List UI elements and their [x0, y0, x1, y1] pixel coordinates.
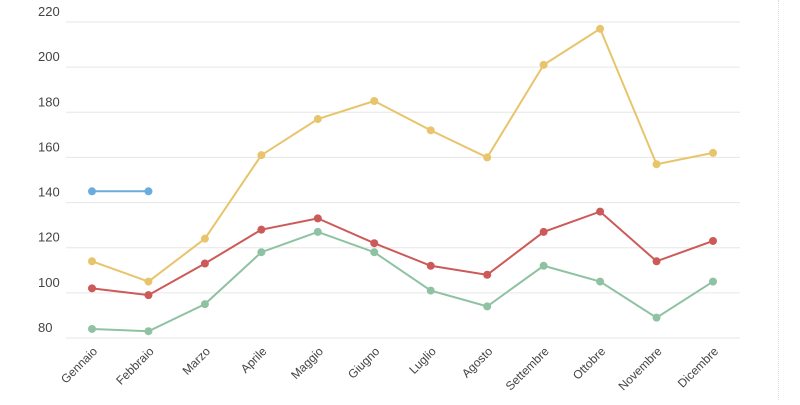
x-tick-label: Ottobre — [570, 344, 608, 382]
data-point[interactable] — [257, 248, 266, 257]
x-tick-label: Dicembre — [675, 344, 721, 390]
x-tick-label: Aprile — [238, 344, 270, 376]
y-tick-label: 140 — [38, 185, 60, 200]
x-tick-label: Novembre — [616, 344, 665, 393]
data-point[interactable] — [483, 302, 492, 311]
data-point[interactable] — [370, 239, 379, 248]
y-axis: 80 100 120 140 160 180 200 220 — [38, 4, 60, 335]
data-point[interactable] — [88, 187, 96, 196]
data-point[interactable] — [539, 227, 548, 236]
data-point[interactable] — [144, 187, 153, 196]
x-axis: Gennaio Febbraio Marzo Aprile Maggio Giugno Lu… — [58, 344, 721, 393]
data-point[interactable] — [88, 284, 96, 293]
data-point[interactable] — [370, 97, 379, 105]
x-tick-label: Luglio — [406, 344, 439, 377]
data-point[interactable] — [483, 270, 492, 279]
data-point[interactable] — [313, 115, 322, 124]
data-point[interactable] — [88, 257, 96, 266]
series-4 — [88, 187, 153, 196]
data-point[interactable] — [426, 286, 435, 295]
series-group — [88, 24, 717, 336]
y-tick-label: 200 — [38, 49, 60, 64]
y-tick-label: 100 — [38, 275, 60, 290]
data-point[interactable] — [652, 160, 661, 169]
data-point[interactable] — [200, 234, 209, 243]
x-tick-label: Febbraio — [113, 344, 157, 388]
data-point[interactable] — [539, 261, 548, 270]
x-tick-label: Agosto — [459, 344, 496, 381]
data-point[interactable] — [539, 60, 548, 69]
data-point[interactable] — [257, 151, 266, 160]
grid-lines — [66, 21, 740, 339]
data-point[interactable] — [426, 261, 435, 270]
series-3 — [88, 227, 717, 336]
series-line — [91, 210, 714, 297]
x-tick-label: Maggio — [288, 344, 326, 382]
data-point[interactable] — [257, 225, 266, 234]
y-tick-label: 160 — [38, 139, 60, 154]
y-tick-label: 220 — [38, 4, 60, 19]
data-point[interactable] — [313, 214, 322, 223]
series-line — [91, 27, 714, 283]
data-point[interactable] — [596, 24, 605, 33]
data-point[interactable] — [144, 291, 153, 300]
data-point[interactable] — [426, 126, 435, 135]
data-point[interactable] — [313, 227, 322, 236]
series-1 — [88, 24, 717, 286]
data-point[interactable] — [483, 153, 492, 162]
y-tick-label: 120 — [38, 230, 60, 245]
data-point[interactable] — [709, 236, 717, 245]
data-point[interactable] — [144, 277, 153, 286]
series-2 — [88, 207, 717, 300]
data-point[interactable] — [596, 207, 605, 216]
data-point[interactable] — [652, 257, 661, 266]
data-point[interactable] — [596, 277, 605, 286]
data-point[interactable] — [652, 313, 661, 322]
data-point[interactable] — [200, 259, 209, 268]
series-line — [91, 230, 714, 333]
x-tick-label: Settembre — [503, 344, 552, 393]
data-point[interactable] — [370, 248, 379, 257]
x-tick-label: Giugno — [345, 344, 382, 381]
y-tick-label: 180 — [38, 94, 60, 109]
data-point[interactable] — [144, 327, 153, 336]
data-point[interactable] — [709, 148, 717, 157]
data-point[interactable] — [709, 277, 717, 286]
data-point[interactable] — [88, 324, 96, 333]
y-tick-label: 80 — [38, 320, 52, 335]
data-point[interactable] — [200, 300, 209, 309]
x-tick-label: Gennaio — [58, 344, 100, 386]
panel-divider — [778, 0, 780, 400]
x-tick-label: Marzo — [180, 344, 214, 378]
